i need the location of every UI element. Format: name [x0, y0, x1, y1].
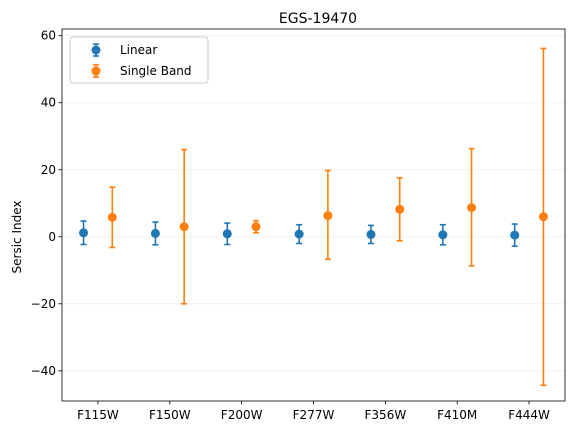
- series-single-band: [107, 47, 548, 387]
- data-point: [366, 229, 376, 239]
- chart-title: EGS-19470: [279, 11, 357, 27]
- y-tick-label: 20: [41, 163, 56, 177]
- series-marks: [79, 47, 548, 387]
- data-point: [395, 204, 405, 214]
- x-tick-label: F115W: [77, 408, 119, 422]
- y-axis-ticks: −40 −20 0 20 40 60: [31, 29, 62, 378]
- data-point: [179, 222, 189, 232]
- legend-marker: [91, 66, 101, 76]
- legend: Linear Single Band: [69, 36, 209, 84]
- y-axis-label: Sersic Index: [10, 201, 24, 274]
- data-point: [150, 228, 160, 238]
- legend-box: [69, 36, 209, 84]
- y-tick-label: −20: [31, 297, 56, 311]
- legend-marker: [91, 45, 101, 55]
- data-point: [251, 222, 261, 232]
- data-point: [467, 203, 477, 213]
- legend-label: Single Band: [120, 64, 192, 78]
- plot-frame: [61, 28, 566, 402]
- data-point: [438, 230, 448, 240]
- data-point: [107, 212, 117, 222]
- x-tick-label: F150W: [149, 408, 191, 422]
- data-point: [510, 230, 520, 240]
- data-point: [294, 229, 304, 239]
- y-tick-label: 40: [41, 96, 56, 110]
- x-tick-label: F277W: [293, 408, 335, 422]
- x-axis-ticks: F115W F150W F200W F277W F356W F410M F444W: [77, 401, 550, 422]
- data-point: [538, 212, 548, 222]
- grid-lines: [62, 35, 565, 372]
- data-point: [222, 229, 232, 239]
- legend-label: Linear: [120, 43, 157, 57]
- y-tick-label: −40: [31, 364, 56, 378]
- x-tick-label: F200W: [221, 408, 263, 422]
- x-tick-label: F356W: [365, 408, 407, 422]
- y-tick-label: 0: [48, 230, 56, 244]
- series-linear: [79, 220, 520, 247]
- x-tick-label: F410M: [437, 408, 477, 422]
- y-tick-label: 60: [41, 29, 56, 43]
- x-tick-label: F444W: [508, 408, 550, 422]
- data-point: [323, 211, 333, 221]
- data-point: [79, 228, 89, 238]
